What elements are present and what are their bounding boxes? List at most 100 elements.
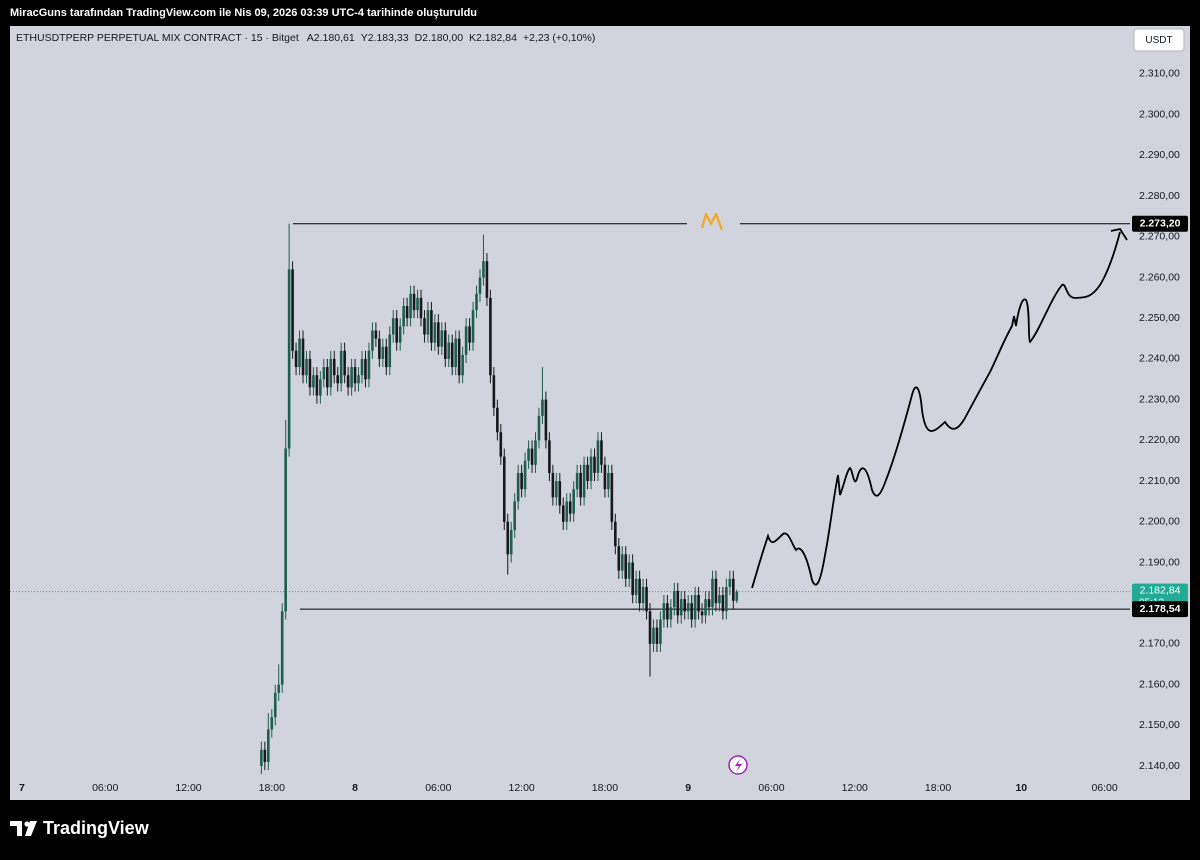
candle-body [506,521,510,555]
candle-body [260,749,263,767]
candle-body [593,456,596,473]
x-tick-label: 12:00 [508,782,534,794]
candle-body [502,456,506,522]
candle-body [364,358,367,380]
forecast-arrowhead [1110,227,1128,241]
candle-body [298,338,301,368]
candle-body [416,297,419,311]
candle-body [516,472,520,502]
candle-body [423,318,426,335]
candle-body [336,375,340,384]
candle-body [714,578,718,604]
candle-body [381,346,385,359]
candle-body [558,481,562,506]
candle-body [319,379,322,396]
candle-body [471,310,475,343]
brand: TradingView [43,818,150,838]
alert-icon [700,212,724,231]
candle-body [326,367,329,388]
candle-body [499,432,503,457]
candle-body [513,501,516,530]
candle-body [718,595,721,604]
candle-body [735,591,739,601]
candle-body [676,590,680,616]
y-tick-label: 2.190,00 [1139,556,1180,568]
candle-body [443,330,447,359]
candle-body [284,448,287,612]
candle-body [655,627,659,644]
logo-mark [10,821,22,836]
candle-body [693,595,697,620]
candle-body [617,546,621,571]
candle-body [690,603,693,620]
logo-dot [24,821,30,827]
candle-body [402,306,405,327]
candle-body [464,326,468,355]
x-tick-label: 8 [352,782,358,794]
candle-body [430,310,433,343]
candle-body [645,586,648,612]
candle-body [440,330,444,347]
price-line-tag [1132,215,1188,232]
logo-slash [25,821,37,836]
candle-body [603,464,607,490]
candle-body [662,603,666,620]
candle-body [579,472,582,498]
currency-label[interactable]: USDT [1145,35,1172,46]
y-tick-label: 2.210,00 [1139,475,1180,487]
y-tick-label: 2.290,00 [1139,149,1180,161]
candle-body [537,415,541,441]
candle-body [624,554,628,579]
candle-body [437,322,440,347]
candle-body [482,261,485,278]
y-tick-label: 2.300,00 [1139,108,1180,120]
candle-body [638,578,641,604]
price-line-label: 2.273,20 [1140,218,1181,230]
candle-body [568,501,572,514]
candle-body [360,358,364,376]
candle-body [600,440,603,465]
candle-body [527,448,530,461]
change: +2,23 (+0,10%) [523,32,595,44]
candle-body [273,692,277,718]
candle-body [485,261,489,298]
candle-body [697,595,700,612]
symbol: ETHUSDTPERP PERPETUAL MIX CONTRACT · 15 … [16,32,299,44]
currency-button[interactable] [1133,28,1185,52]
candle-body [707,599,711,608]
candle-body [641,586,645,604]
last-price-label: 2.182,84 [1140,584,1181,596]
candle-body [426,310,430,335]
candle-body [700,611,704,616]
candle-body [447,342,451,359]
candle-body [332,358,336,376]
candle-body [607,472,610,490]
x-tick-label: 06:00 [92,782,118,794]
y-tick-label: 2.250,00 [1139,312,1180,324]
candle-body [270,717,274,730]
candle-body [263,749,267,762]
candle-body [308,358,312,388]
candle-body [492,375,496,408]
brand-logo: TradingView [10,818,150,838]
y-tick-label: 2.230,00 [1139,393,1180,405]
candle-body [280,611,284,685]
candle-body [291,269,294,351]
candle-body [728,578,732,587]
candle-body [673,590,676,608]
candle-body [461,354,464,376]
candle-body [711,578,714,608]
candle-body [620,554,624,571]
candle-body [357,375,360,384]
candle-body [575,472,579,490]
candle-body [634,578,638,596]
candle-body [391,318,395,335]
candle-body [589,456,593,482]
candle-body [322,367,326,380]
candle-body [534,440,537,465]
candle-body [721,595,725,612]
candle-body [457,338,461,376]
candle-body [353,367,357,384]
x-tick-label: 18:00 [259,782,285,794]
